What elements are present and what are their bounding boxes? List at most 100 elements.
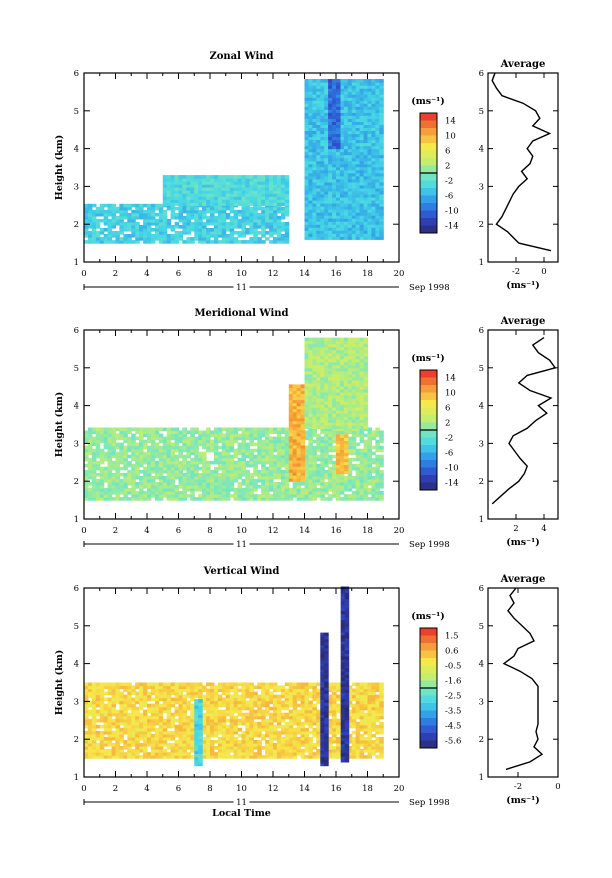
data-cell [379,182,384,186]
data-cell [285,225,290,229]
data-cell [84,731,89,735]
data-cell [127,683,132,687]
data-cell [371,233,376,237]
data-cell [143,752,148,756]
data-cell [261,225,266,229]
data-cell [230,434,235,438]
data-cell [324,362,329,366]
data-cell [119,443,124,447]
data-cell [305,401,310,405]
data-cell [234,470,239,474]
data-cell [127,482,132,486]
data-cell [308,131,313,135]
data-cell [257,231,262,235]
data-cell [305,131,310,135]
x-tick-label: 14 [299,526,310,536]
data-cell [336,389,341,393]
data-cell [261,470,266,474]
data-cell [175,175,180,179]
data-cell [281,222,286,226]
data-cell [234,231,239,235]
data-cell [320,94,325,98]
data-cell [131,704,136,708]
data-cell [332,455,337,459]
profile-y-tick-label: 4 [479,145,484,155]
data-cell [340,434,345,438]
data-cell [368,182,373,186]
data-cell [332,182,337,186]
data-cell [332,79,337,83]
data-cell [289,384,294,388]
data-cell [301,463,306,467]
data-cell [301,400,306,404]
data-cell [119,482,124,486]
data-cell [297,427,302,431]
data-cell [360,494,365,498]
data-cell [84,464,89,468]
data-cell [104,683,109,687]
data-cell [312,79,317,83]
data-cell [131,686,136,690]
data-cell [116,434,121,438]
data-cell [364,482,369,486]
data-cell [368,131,373,135]
data-cell [167,225,172,229]
data-cell [194,175,199,179]
data-cell [226,470,231,474]
data-cell [226,187,231,191]
data-cell [92,213,97,217]
data-cell [190,434,195,438]
data-cell [135,752,140,756]
data-cell [332,233,337,237]
data-cell [242,240,247,244]
data-cell [88,225,93,229]
data-cell [360,94,365,98]
data-cell [147,494,152,498]
data-cell [119,716,124,720]
data-cell [253,428,257,432]
data-cell [332,143,337,147]
data-cell [297,384,302,388]
data-cell [352,350,357,354]
data-cell [88,740,93,744]
data-cell [356,79,361,83]
data-cell [257,213,262,217]
data-cell [297,494,302,498]
data-cell [104,210,109,214]
data-cell [269,470,274,474]
data-cell [88,494,93,498]
data-cell [100,704,105,708]
data-cell [96,683,101,687]
data-cell [312,338,317,342]
data-cell [88,719,93,723]
data-cell [360,389,365,393]
data-cell [163,213,168,217]
data-cell [312,470,317,474]
data-cell [135,213,140,217]
data-cell [312,194,317,198]
data-cell [198,175,203,179]
data-cell [242,187,247,191]
data-cell [371,452,376,456]
colorbar-tick-label: -6 [445,449,453,459]
data-cell [328,389,333,393]
data-cell [214,225,219,229]
data-cell [202,199,207,203]
data-cell [131,210,136,214]
data-cell [340,389,345,393]
data-cell [340,338,345,342]
profile-y-tick-label: 1 [479,258,484,268]
data-cell [352,458,357,462]
x-tick-label: 0 [81,526,86,536]
data-cell [234,428,239,432]
data-cell [356,94,361,98]
data-cell [123,716,128,720]
colorbar-segment [420,430,437,438]
data-cell [308,218,313,222]
data-cell [273,494,278,498]
data-cell [84,446,89,450]
data-cell [159,446,164,450]
data-cell [171,237,176,241]
data-cell [112,482,117,486]
data-cell [375,455,380,459]
